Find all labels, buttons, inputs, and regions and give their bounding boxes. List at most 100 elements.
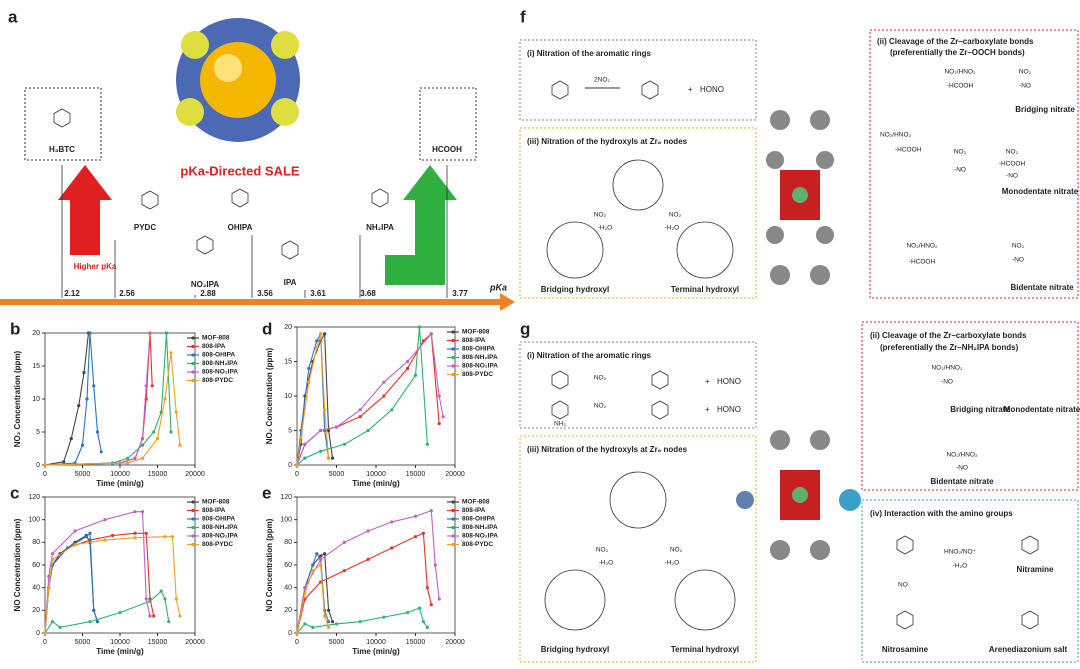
caption: Nitramine <box>1017 565 1054 574</box>
series-line <box>296 563 330 634</box>
compound: IPA <box>284 278 297 287</box>
data-point <box>319 332 323 336</box>
data-point <box>80 443 85 447</box>
higher-label: Higher pKa <box>74 262 117 271</box>
x-axis-label: Time (min/g) <box>352 647 400 656</box>
loss: -H₂O <box>599 560 613 567</box>
legend-entry: 808-IPA <box>202 343 226 350</box>
y-tick-label: 0 <box>288 462 292 469</box>
x-tick-label: 10000 <box>110 639 130 646</box>
data-point <box>323 332 327 336</box>
data-point <box>342 569 346 573</box>
data-point <box>315 339 319 343</box>
x-tick-label: 15000 <box>148 471 168 478</box>
loss: -HCOOH <box>895 147 922 154</box>
x-tick-label: 20000 <box>445 471 465 478</box>
data-point <box>327 625 331 629</box>
caption: Bridging hydroxyl <box>541 645 609 654</box>
data-point <box>425 625 429 629</box>
legend-marker <box>451 525 455 530</box>
legend-entry: 808-NH₂IPA <box>202 360 238 367</box>
data-point <box>47 586 51 590</box>
data-point <box>342 442 346 446</box>
caption: Bridging nitrate <box>950 405 1010 414</box>
reagent: NO <box>898 582 908 589</box>
data-point <box>163 397 167 401</box>
data-point <box>311 625 315 629</box>
data-point <box>315 552 319 556</box>
legend-marker <box>191 353 195 357</box>
data-point <box>327 456 331 460</box>
legend-entry: 808-NO₂IPA <box>202 369 238 376</box>
data-point <box>140 456 145 460</box>
legend-entry: 808-OHIPA <box>462 346 495 353</box>
legend-entry: 808-OHIPA <box>462 516 495 523</box>
data-point <box>390 408 394 412</box>
y-tick-label: 10 <box>32 396 40 403</box>
x-tick-label: 10000 <box>366 471 386 478</box>
x-tick-label: 0 <box>295 639 299 646</box>
data-point <box>178 443 182 447</box>
legend-marker <box>191 336 195 340</box>
data-point <box>133 531 137 535</box>
box <box>519 39 757 121</box>
data-point <box>148 331 152 335</box>
green-arrow <box>385 165 457 285</box>
data-point <box>382 394 386 398</box>
pka-value: 3.61 <box>310 289 326 298</box>
legend-marker <box>451 542 455 547</box>
reagent: NO₂ <box>594 375 607 382</box>
data-point <box>148 614 152 618</box>
data-point <box>303 622 307 626</box>
data-point <box>307 366 311 370</box>
data-point <box>88 620 92 624</box>
data-point <box>437 422 441 426</box>
molecules <box>141 188 389 260</box>
series-line <box>44 511 151 634</box>
caption: Terminal hydroxyl <box>671 645 739 654</box>
data-point <box>382 615 386 619</box>
data-point <box>82 371 86 375</box>
data-point <box>358 408 362 412</box>
reagent: NO₂/HNO₂ <box>931 365 963 372</box>
loss: -NO <box>1006 173 1018 180</box>
x-tick-label: 5000 <box>329 471 345 478</box>
y-tick-label: 10 <box>284 393 292 400</box>
data-point <box>390 546 394 550</box>
data-point <box>366 529 370 533</box>
data-point <box>437 597 441 601</box>
y-tick-label: 20 <box>32 607 40 614</box>
data-point <box>417 325 422 329</box>
data-point <box>413 535 418 539</box>
loss: -H₂O <box>665 225 679 232</box>
data-point <box>295 631 299 635</box>
reagent: NO₂ <box>670 547 683 554</box>
y-tick-label: 20 <box>284 324 292 331</box>
series-line <box>44 352 181 466</box>
data-point <box>425 586 429 590</box>
box <box>869 29 1079 299</box>
data-point <box>319 557 323 561</box>
reagent: NO₂ <box>594 212 607 219</box>
panel-label: f <box>520 7 526 26</box>
caption: Monodentate nitrate <box>1002 187 1079 196</box>
legend-entry: 808-PYDC <box>462 371 493 378</box>
data-point <box>43 463 47 467</box>
data-point <box>413 514 418 518</box>
y-tick-label: 15 <box>32 363 40 370</box>
data-point <box>152 614 156 618</box>
series-line <box>44 332 151 466</box>
data-point <box>99 450 103 454</box>
data-point <box>164 331 169 335</box>
y-tick-label: 100 <box>28 517 40 524</box>
box-title: (iii) Nitration of the hydroxyls at Zr₆ … <box>527 137 688 146</box>
box-title: (ii) Cleavage of the Zr–carboxylate bond… <box>877 37 1034 46</box>
clusters <box>546 159 734 279</box>
legend-marker <box>191 378 195 383</box>
data-point <box>92 384 96 388</box>
panel-label: b <box>10 319 20 338</box>
legend-marker <box>191 525 195 530</box>
legend-entry: 808-NH₂IPA <box>462 354 498 361</box>
data-point <box>390 520 394 524</box>
data-point <box>95 620 100 624</box>
